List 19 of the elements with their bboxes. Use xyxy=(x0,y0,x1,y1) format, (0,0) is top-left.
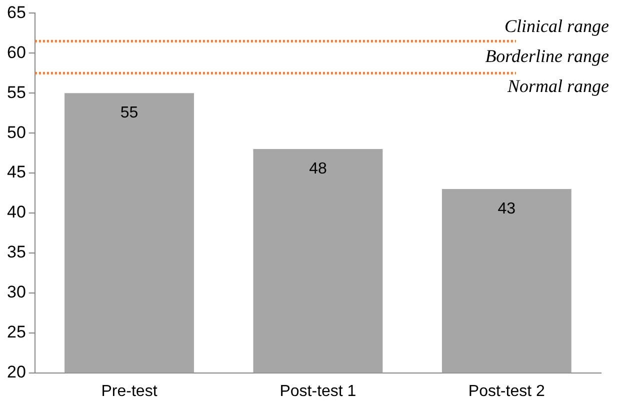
y-tick-label: 50 xyxy=(6,122,26,142)
y-tick-label: 25 xyxy=(6,322,26,342)
x-tick-label: Post-test 2 xyxy=(468,382,545,400)
annotation: Clinical range xyxy=(504,16,610,36)
data-label: 55 xyxy=(120,104,138,122)
y-tick-label: 60 xyxy=(6,42,26,62)
y-tick-label: 20 xyxy=(6,362,26,382)
annotation: Normal range xyxy=(506,76,609,96)
x-tick-label: Post-test 1 xyxy=(280,382,356,400)
y-tick-label: 55 xyxy=(6,82,26,102)
y-tick-label: 30 xyxy=(6,282,26,302)
y-tick-label: 40 xyxy=(6,202,26,222)
data-label: 48 xyxy=(309,160,327,178)
y-tick-label: 65 xyxy=(6,2,26,22)
data-label: 43 xyxy=(498,200,516,218)
x-tick-label: Pre-test xyxy=(101,382,158,400)
y-tick-label: 45 xyxy=(6,162,26,182)
annotation: Borderline range xyxy=(485,46,610,66)
y-tick-label: 35 xyxy=(6,242,26,262)
